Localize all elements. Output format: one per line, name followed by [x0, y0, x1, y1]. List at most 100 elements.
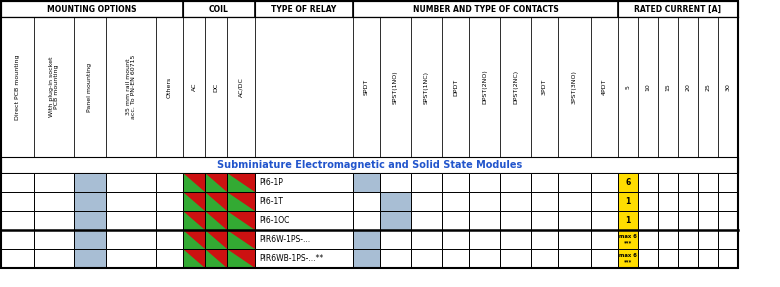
Bar	[183, 192, 205, 211]
Polygon shape	[227, 211, 255, 230]
Text: PI6-1OC: PI6-1OC	[259, 216, 289, 225]
Polygon shape	[227, 249, 255, 268]
Bar	[411, 230, 442, 249]
Text: SPST(1NC): SPST(1NC)	[424, 71, 429, 104]
Bar	[531, 173, 558, 192]
Bar	[380, 192, 411, 211]
Bar	[1, 249, 34, 268]
Bar	[558, 192, 591, 211]
Bar	[255, 230, 353, 249]
Bar	[469, 249, 500, 268]
Bar	[380, 230, 411, 249]
Bar	[658, 249, 678, 268]
Text: 1: 1	[626, 216, 630, 225]
Text: With plug-in socket
PCB mounting: With plug-in socket PCB mounting	[48, 57, 59, 117]
Bar	[678, 173, 698, 192]
Bar	[34, 17, 74, 157]
Bar	[411, 17, 442, 157]
Text: max 6
***: max 6 ***	[619, 234, 637, 245]
Text: 10: 10	[646, 83, 651, 91]
Bar	[678, 230, 698, 249]
Bar	[442, 173, 469, 192]
Bar	[205, 211, 227, 230]
Bar	[591, 211, 618, 230]
Bar	[638, 249, 658, 268]
Bar	[183, 249, 205, 268]
Bar	[106, 192, 156, 211]
Bar	[183, 173, 205, 192]
Polygon shape	[205, 249, 227, 268]
Text: DPDT: DPDT	[453, 78, 458, 96]
Bar	[698, 211, 718, 230]
Bar	[227, 211, 255, 230]
Bar	[183, 17, 205, 157]
Text: max 6
***: max 6 ***	[619, 253, 637, 264]
Bar	[227, 173, 255, 192]
Text: DPST(2NC): DPST(2NC)	[513, 70, 518, 104]
Bar	[1, 157, 738, 173]
Bar	[442, 17, 469, 157]
Text: 35 mm rail mount
acc. To PN-EN 60715: 35 mm rail mount acc. To PN-EN 60715	[126, 55, 136, 119]
Bar	[618, 17, 638, 157]
Bar	[558, 17, 591, 157]
Text: RATED CURRENT [A]: RATED CURRENT [A]	[634, 5, 722, 13]
Text: 1: 1	[626, 197, 630, 206]
Bar	[718, 211, 738, 230]
Bar	[658, 17, 678, 157]
Bar	[1, 173, 34, 192]
Bar	[442, 192, 469, 211]
Text: MOUNTING OPTIONS: MOUNTING OPTIONS	[48, 5, 136, 13]
Bar	[531, 17, 558, 157]
Text: 3PST(3NO): 3PST(3NO)	[572, 70, 577, 104]
Bar	[411, 249, 442, 268]
Bar	[591, 192, 618, 211]
Bar	[411, 192, 442, 211]
Bar	[183, 211, 205, 230]
Bar	[500, 211, 531, 230]
Bar	[227, 192, 255, 211]
Text: PI6-1P: PI6-1P	[259, 178, 283, 187]
Polygon shape	[183, 211, 205, 230]
Bar	[469, 173, 500, 192]
Bar	[353, 211, 380, 230]
Bar	[353, 249, 380, 268]
Bar	[255, 1, 353, 17]
Bar	[353, 173, 380, 192]
Bar	[353, 17, 380, 157]
Polygon shape	[183, 249, 205, 268]
Bar	[718, 173, 738, 192]
Bar	[183, 1, 255, 17]
Bar	[183, 230, 205, 249]
Bar	[591, 17, 618, 157]
Text: Panel mounting: Panel mounting	[87, 63, 93, 112]
Bar	[205, 17, 227, 157]
Bar	[74, 211, 106, 230]
Bar	[469, 211, 500, 230]
Bar	[106, 173, 156, 192]
Polygon shape	[227, 173, 255, 192]
Bar	[106, 230, 156, 249]
Bar	[411, 173, 442, 192]
Bar	[591, 173, 618, 192]
Bar	[1, 192, 34, 211]
Bar	[658, 192, 678, 211]
Bar	[227, 249, 255, 268]
Bar	[353, 192, 380, 211]
Bar	[718, 249, 738, 268]
Bar	[227, 173, 255, 192]
Bar	[442, 211, 469, 230]
Polygon shape	[183, 192, 205, 211]
Bar	[183, 230, 205, 249]
Bar	[205, 230, 227, 249]
Text: DPST(2NO): DPST(2NO)	[482, 70, 487, 104]
Bar	[255, 192, 353, 211]
Bar	[255, 17, 353, 157]
Bar	[156, 192, 183, 211]
Bar	[500, 192, 531, 211]
Polygon shape	[205, 211, 227, 230]
Bar	[353, 1, 618, 17]
Text: Others: Others	[167, 76, 172, 98]
Bar	[618, 249, 638, 268]
Text: PI6-1T: PI6-1T	[259, 197, 283, 206]
Bar	[591, 249, 618, 268]
